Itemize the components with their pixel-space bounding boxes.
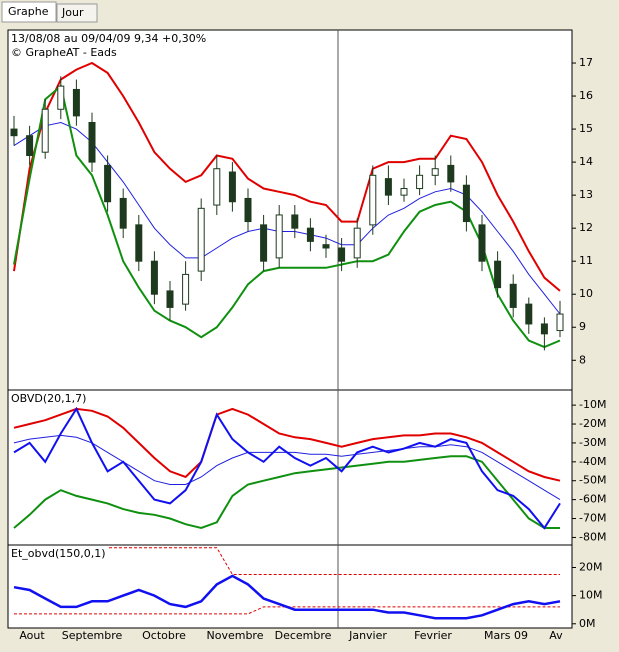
series-line [14,606,560,615]
y-tick-label: 14 [579,155,593,168]
chart-subtitle: © GrapheAT - Eads [11,46,117,59]
candle-body [525,303,533,325]
candle-body [353,227,361,259]
y-tick-label: 9 [579,320,586,333]
candle-body [431,168,439,176]
candle-body [322,244,330,249]
candle-body [462,184,470,223]
y-tick-label: -20M [579,417,606,430]
chart-title: OBVD(20,1,7) [11,392,86,405]
y-tick-label: -70M [579,512,606,525]
x-tick-label: Mars 09 [484,629,528,642]
candle-body [275,214,283,259]
x-tick-label: Decembre [275,629,332,642]
y-tick-label: 15 [579,122,593,135]
series-line [13,455,560,530]
y-tick-label: -80M [579,530,606,543]
candle-body [338,247,346,262]
candle-body [197,207,205,272]
candle-body [509,283,517,308]
y-tick-label: -10M [579,398,606,411]
title-bg [9,392,95,405]
x-tick-label: Novembre [207,629,264,642]
candle-body [244,197,252,223]
candle-body [182,273,190,305]
candle-body [384,178,392,196]
candle-body [119,197,127,229]
y-tick-label: -40M [579,455,606,468]
x-tick-label: Av [549,629,563,642]
candle-body [306,227,314,242]
series-line [13,407,561,482]
y-tick-label: 12 [579,221,593,234]
y-tick-label: 10M [579,589,603,602]
tab-label[interactable]: Graphe [8,5,49,18]
candle-body [416,174,424,190]
candle-body [228,171,236,203]
chart-title: Et_obvd(150,0,1) [11,547,106,560]
y-tick-label: 16 [579,89,593,102]
x-tick-label: Aout [19,629,45,642]
y-tick-label: 11 [579,254,593,267]
candle-body [88,121,96,163]
candle-body [41,108,49,153]
x-tick-label: Fevrier [414,629,452,642]
y-tick-label: 10 [579,287,593,300]
tab-label[interactable]: Jour [61,6,84,19]
candle-body [72,88,80,117]
y-tick-label: 8 [579,353,586,366]
candle-body [400,188,408,196]
candle-body [26,135,34,157]
y-tick-label: -60M [579,493,606,506]
x-tick-label: Septembre [62,629,123,642]
y-tick-label: 20M [579,561,603,574]
chart-title: 13/08/08 au 09/04/09 9,34 +0,30% [11,32,206,45]
y-tick-label: -30M [579,436,606,449]
candle-body [135,224,143,262]
candle-body [494,260,502,289]
candle-body [104,164,112,203]
candle-body [260,224,268,262]
series-line [13,574,561,620]
candle-body [478,224,486,262]
candle-body [540,323,548,335]
y-tick-label: -50M [579,474,606,487]
plot-area [7,29,573,629]
tab-active[interactable] [1,1,57,23]
title-bg [9,547,109,560]
series-line [13,406,561,530]
y-tick-label: 0M [579,617,596,630]
x-tick-label: Janvier [348,629,387,642]
candle-body [447,164,455,183]
candle-body [291,214,299,229]
candle-body [10,128,18,137]
candle-body [166,290,174,308]
x-tick-label: Octobre [142,629,186,642]
series-line [13,61,561,292]
candle-body [369,174,377,226]
y-tick-label: 17 [579,56,593,69]
toolbar [0,0,619,26]
candle-body [213,168,221,206]
candle-body [556,313,564,332]
tab[interactable] [56,3,98,23]
candle-body [57,85,65,110]
y-tick-label: 13 [579,188,593,201]
candle-body [150,260,158,295]
